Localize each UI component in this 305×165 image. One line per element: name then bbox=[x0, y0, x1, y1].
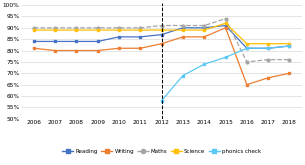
Legend: Reading, Writing, Maths, Science, phonics check: Reading, Writing, Maths, Science, phonic… bbox=[60, 147, 263, 156]
